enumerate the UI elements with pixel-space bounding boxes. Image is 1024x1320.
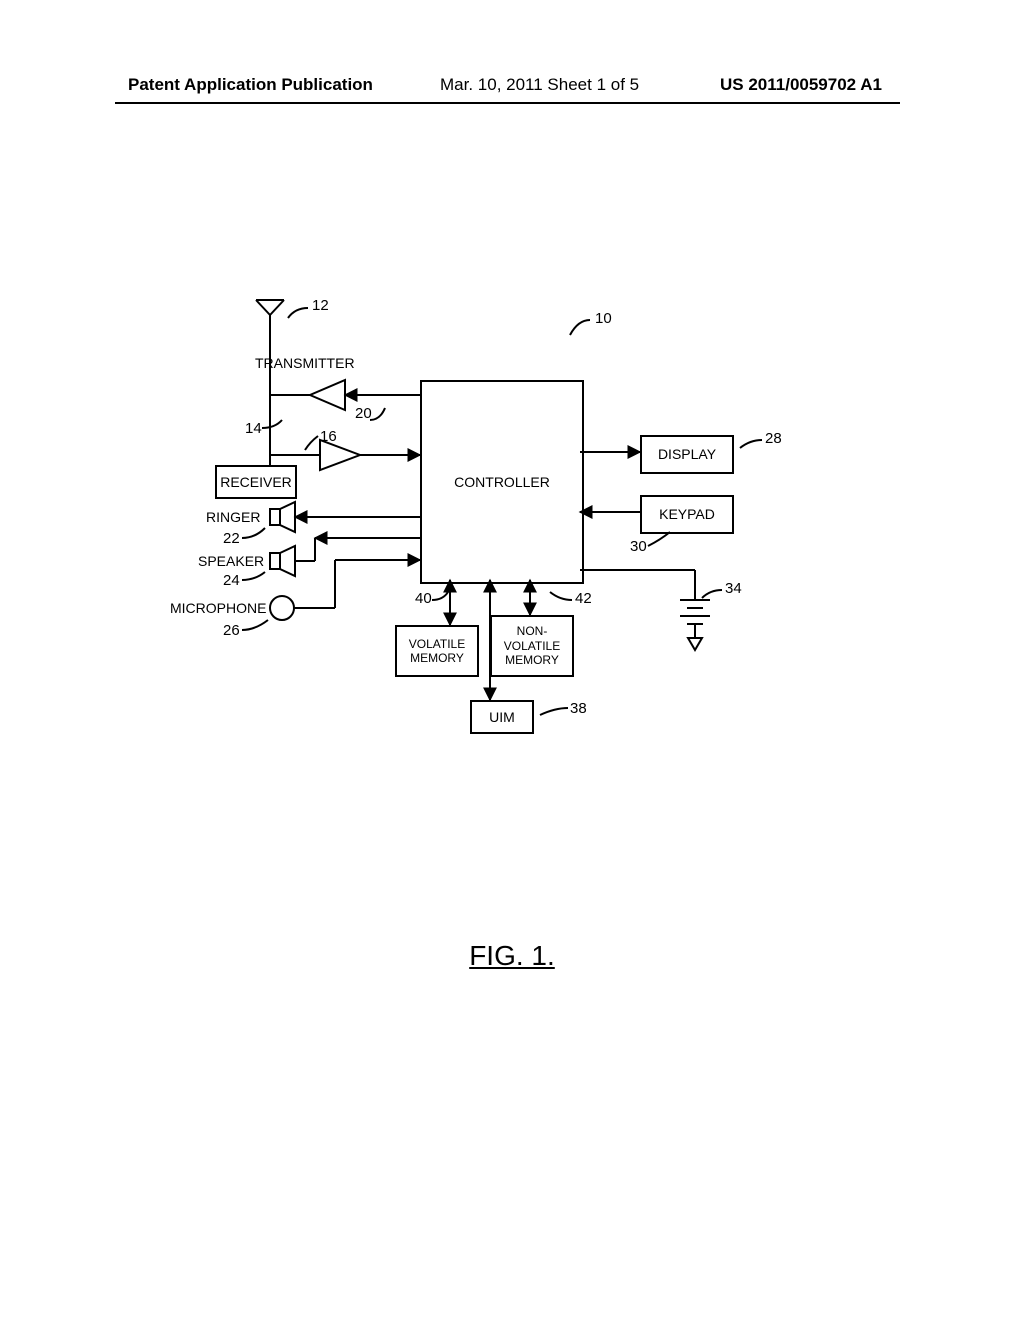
- transmitter-amp-icon: [310, 380, 345, 410]
- header-right: US 2011/0059702 A1: [720, 75, 882, 95]
- battery-icon: [580, 570, 710, 650]
- receiver-amp-icon: [320, 440, 360, 470]
- diagram-svg: [170, 280, 850, 800]
- header-left: Patent Application Publication: [128, 75, 373, 95]
- block-diagram: CONTROLLER RECEIVER DISPLAY KEYPAD VOLAT…: [170, 280, 850, 800]
- page-header: Patent Application Publication Mar. 10, …: [0, 75, 1024, 105]
- speaker-icon: [270, 546, 295, 576]
- microphone-icon: [270, 596, 294, 620]
- antenna-icon: [256, 300, 284, 355]
- page: Patent Application Publication Mar. 10, …: [0, 0, 1024, 1320]
- header-rule: [115, 102, 900, 104]
- header-mid: Mar. 10, 2011 Sheet 1 of 5: [440, 75, 639, 95]
- figure-caption: FIG. 1.: [0, 940, 1024, 972]
- ringer-speaker-icon: [270, 502, 295, 532]
